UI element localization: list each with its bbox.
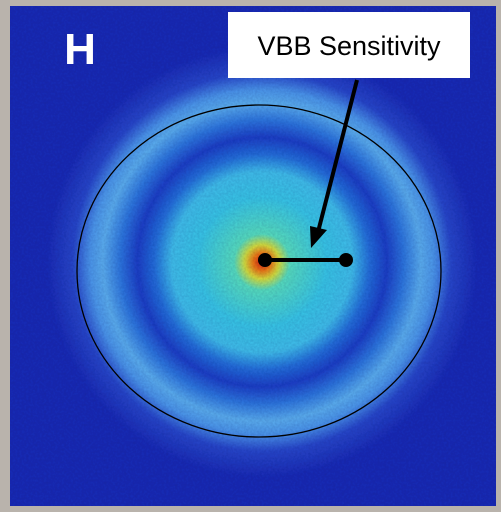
page: {"panel_label": "H", "annotation": "VBB … (0, 0, 501, 512)
panel-label: H (64, 25, 96, 74)
center-dot (258, 253, 272, 267)
annotation: VBB Sensitivity (257, 31, 441, 61)
diffraction-image (10, 6, 496, 506)
end-dot (339, 253, 353, 267)
figure: VBB Sensitivity H (0, 0, 501, 512)
